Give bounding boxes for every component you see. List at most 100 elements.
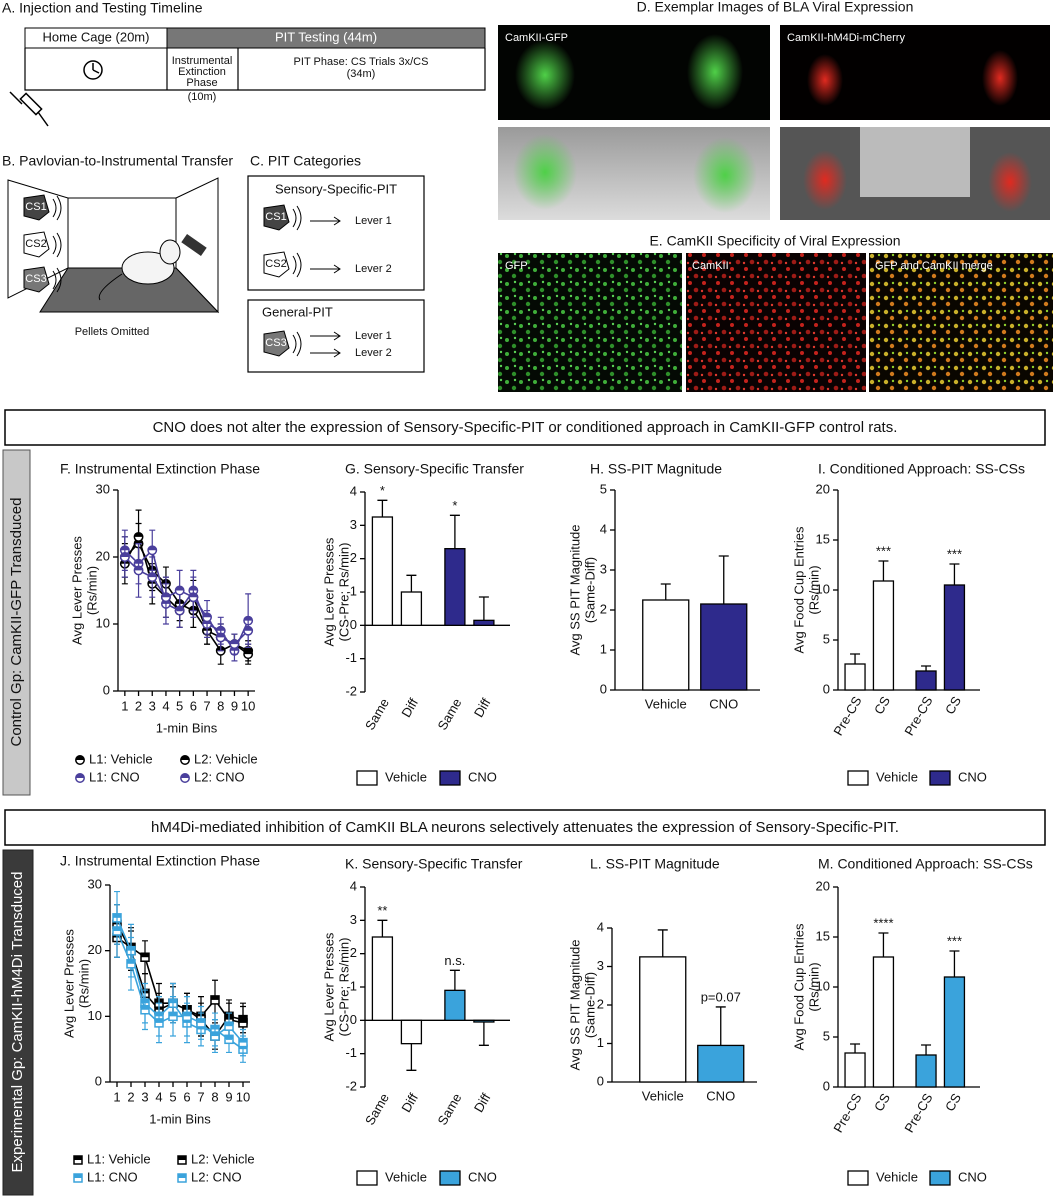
data-point xyxy=(188,592,199,603)
group-label: Control Gp: CamKII-GFP Transduced xyxy=(8,498,25,747)
legend-label: Vehicle xyxy=(385,769,427,784)
marker-fill xyxy=(239,1018,247,1023)
bar xyxy=(872,580,895,691)
annotation: *** xyxy=(947,546,962,561)
x-tick-label: Pre-CS xyxy=(830,693,864,738)
chart-title: F. Instrumental Extinction Phase xyxy=(60,461,260,477)
chart-title: G. Sensory-Specific Transfer xyxy=(345,461,524,477)
syringe-icon xyxy=(9,91,49,127)
legend-label: CNO xyxy=(468,1169,497,1184)
data-point xyxy=(119,552,130,562)
x-tick-label: Vehicle xyxy=(645,696,687,711)
bar xyxy=(943,584,966,691)
series-line xyxy=(116,930,244,1044)
data-point xyxy=(133,565,144,576)
marker-fill xyxy=(75,755,85,760)
y-axis-label: (Rs/min) xyxy=(806,565,821,614)
y-tick-label: 0 xyxy=(600,681,607,696)
annotation: ** xyxy=(377,903,387,918)
x-tick-label: Same xyxy=(362,696,392,733)
annotation: n.s. xyxy=(444,953,465,968)
speaker-icon xyxy=(263,204,302,231)
y-tick-label: 4 xyxy=(600,521,607,536)
y-tick-label: 0 xyxy=(823,1078,830,1093)
x-tick-label: Vehicle xyxy=(642,1088,684,1103)
bar xyxy=(473,1019,495,1023)
x-tick-label: CNO xyxy=(709,696,738,711)
legend-marker xyxy=(73,1173,83,1183)
legend-swatch xyxy=(439,770,461,786)
legend-swatch xyxy=(847,1170,869,1186)
error-bar xyxy=(949,563,960,585)
bar xyxy=(915,1054,937,1088)
legend-label: L2: Vehicle xyxy=(191,1151,255,1166)
micrograph xyxy=(686,253,866,392)
cue-label: CS2 xyxy=(25,238,46,250)
x-tick-label: 2 xyxy=(127,1089,134,1104)
data-point xyxy=(112,926,122,936)
x-tick-label: 3 xyxy=(141,1089,148,1104)
y-tick-label: 4 xyxy=(350,483,357,498)
data-point xyxy=(196,1018,206,1028)
bar xyxy=(444,548,466,626)
y-tick-label: 0 xyxy=(350,617,357,632)
x-tick-label: 7 xyxy=(197,1089,204,1104)
legend-swatch xyxy=(439,1170,461,1186)
y-tick-label: 20 xyxy=(816,878,830,893)
marker-fill xyxy=(148,572,157,578)
marker-fill xyxy=(243,626,253,631)
legend-label: CNO xyxy=(468,769,497,784)
data-point xyxy=(210,995,220,1005)
x-tick-label: 9 xyxy=(225,1089,232,1104)
y-tick-label: 1 xyxy=(600,641,607,656)
error-bar xyxy=(377,919,388,937)
legend-label: Vehicle xyxy=(385,1169,427,1184)
bar xyxy=(473,619,495,626)
data-point xyxy=(147,545,158,556)
annotation: * xyxy=(452,498,457,513)
error-bar xyxy=(449,514,460,549)
x-tick-label: CS xyxy=(871,1090,893,1113)
micrograph xyxy=(498,127,770,220)
y-tick-label: 10 xyxy=(816,978,830,993)
panel-title: A. Injection and Testing Timeline xyxy=(2,0,203,16)
marker-fill xyxy=(148,546,157,551)
legend-label: CNO xyxy=(958,769,987,784)
error-bar xyxy=(715,1006,726,1046)
timeline-segment xyxy=(166,27,486,49)
y-tick-label: -1 xyxy=(345,1045,357,1060)
annotation: *** xyxy=(947,933,962,948)
y-tick-label: 4 xyxy=(597,919,604,934)
marker-fill xyxy=(211,1032,219,1037)
banner-box xyxy=(4,409,1046,446)
timeline-grid xyxy=(24,48,486,91)
bar xyxy=(872,956,895,1088)
y-tick-label: 10 xyxy=(88,1008,102,1023)
marker-fill xyxy=(230,639,239,645)
panel-title: D. Exemplar Images of BLA Viral Expressi… xyxy=(637,0,914,15)
legend-label: Vehicle xyxy=(876,769,918,784)
y-tick-label: 3 xyxy=(350,517,357,532)
legend-label: L1: CNO xyxy=(89,769,140,784)
y-axis-label: (Rs/min) xyxy=(806,962,821,1011)
cue-label: CS1 xyxy=(25,201,46,213)
y-axis-label: (Rs/min) xyxy=(84,566,99,615)
y-axis-label: Avg Lever Presses xyxy=(321,932,336,1041)
marker-fill xyxy=(239,1038,247,1043)
data-point xyxy=(243,625,254,636)
micrograph xyxy=(780,127,1050,220)
marker-fill xyxy=(211,995,219,1000)
y-tick-label: 2 xyxy=(350,550,357,565)
y-tick-label: 5 xyxy=(823,631,830,646)
marker-fill xyxy=(155,1018,163,1023)
y-tick-label: -2 xyxy=(345,683,357,698)
arrow xyxy=(310,331,341,358)
y-tick-label: 10 xyxy=(816,581,830,596)
speaker-icon xyxy=(263,251,302,278)
data-point xyxy=(168,1011,178,1022)
y-axis-label: (Rs/min) xyxy=(76,959,91,1008)
group-label: Experimental Gp: CamKII-hM4Di Transduced xyxy=(9,872,26,1173)
legend-swatch xyxy=(929,770,951,786)
legend-marker xyxy=(180,755,190,765)
